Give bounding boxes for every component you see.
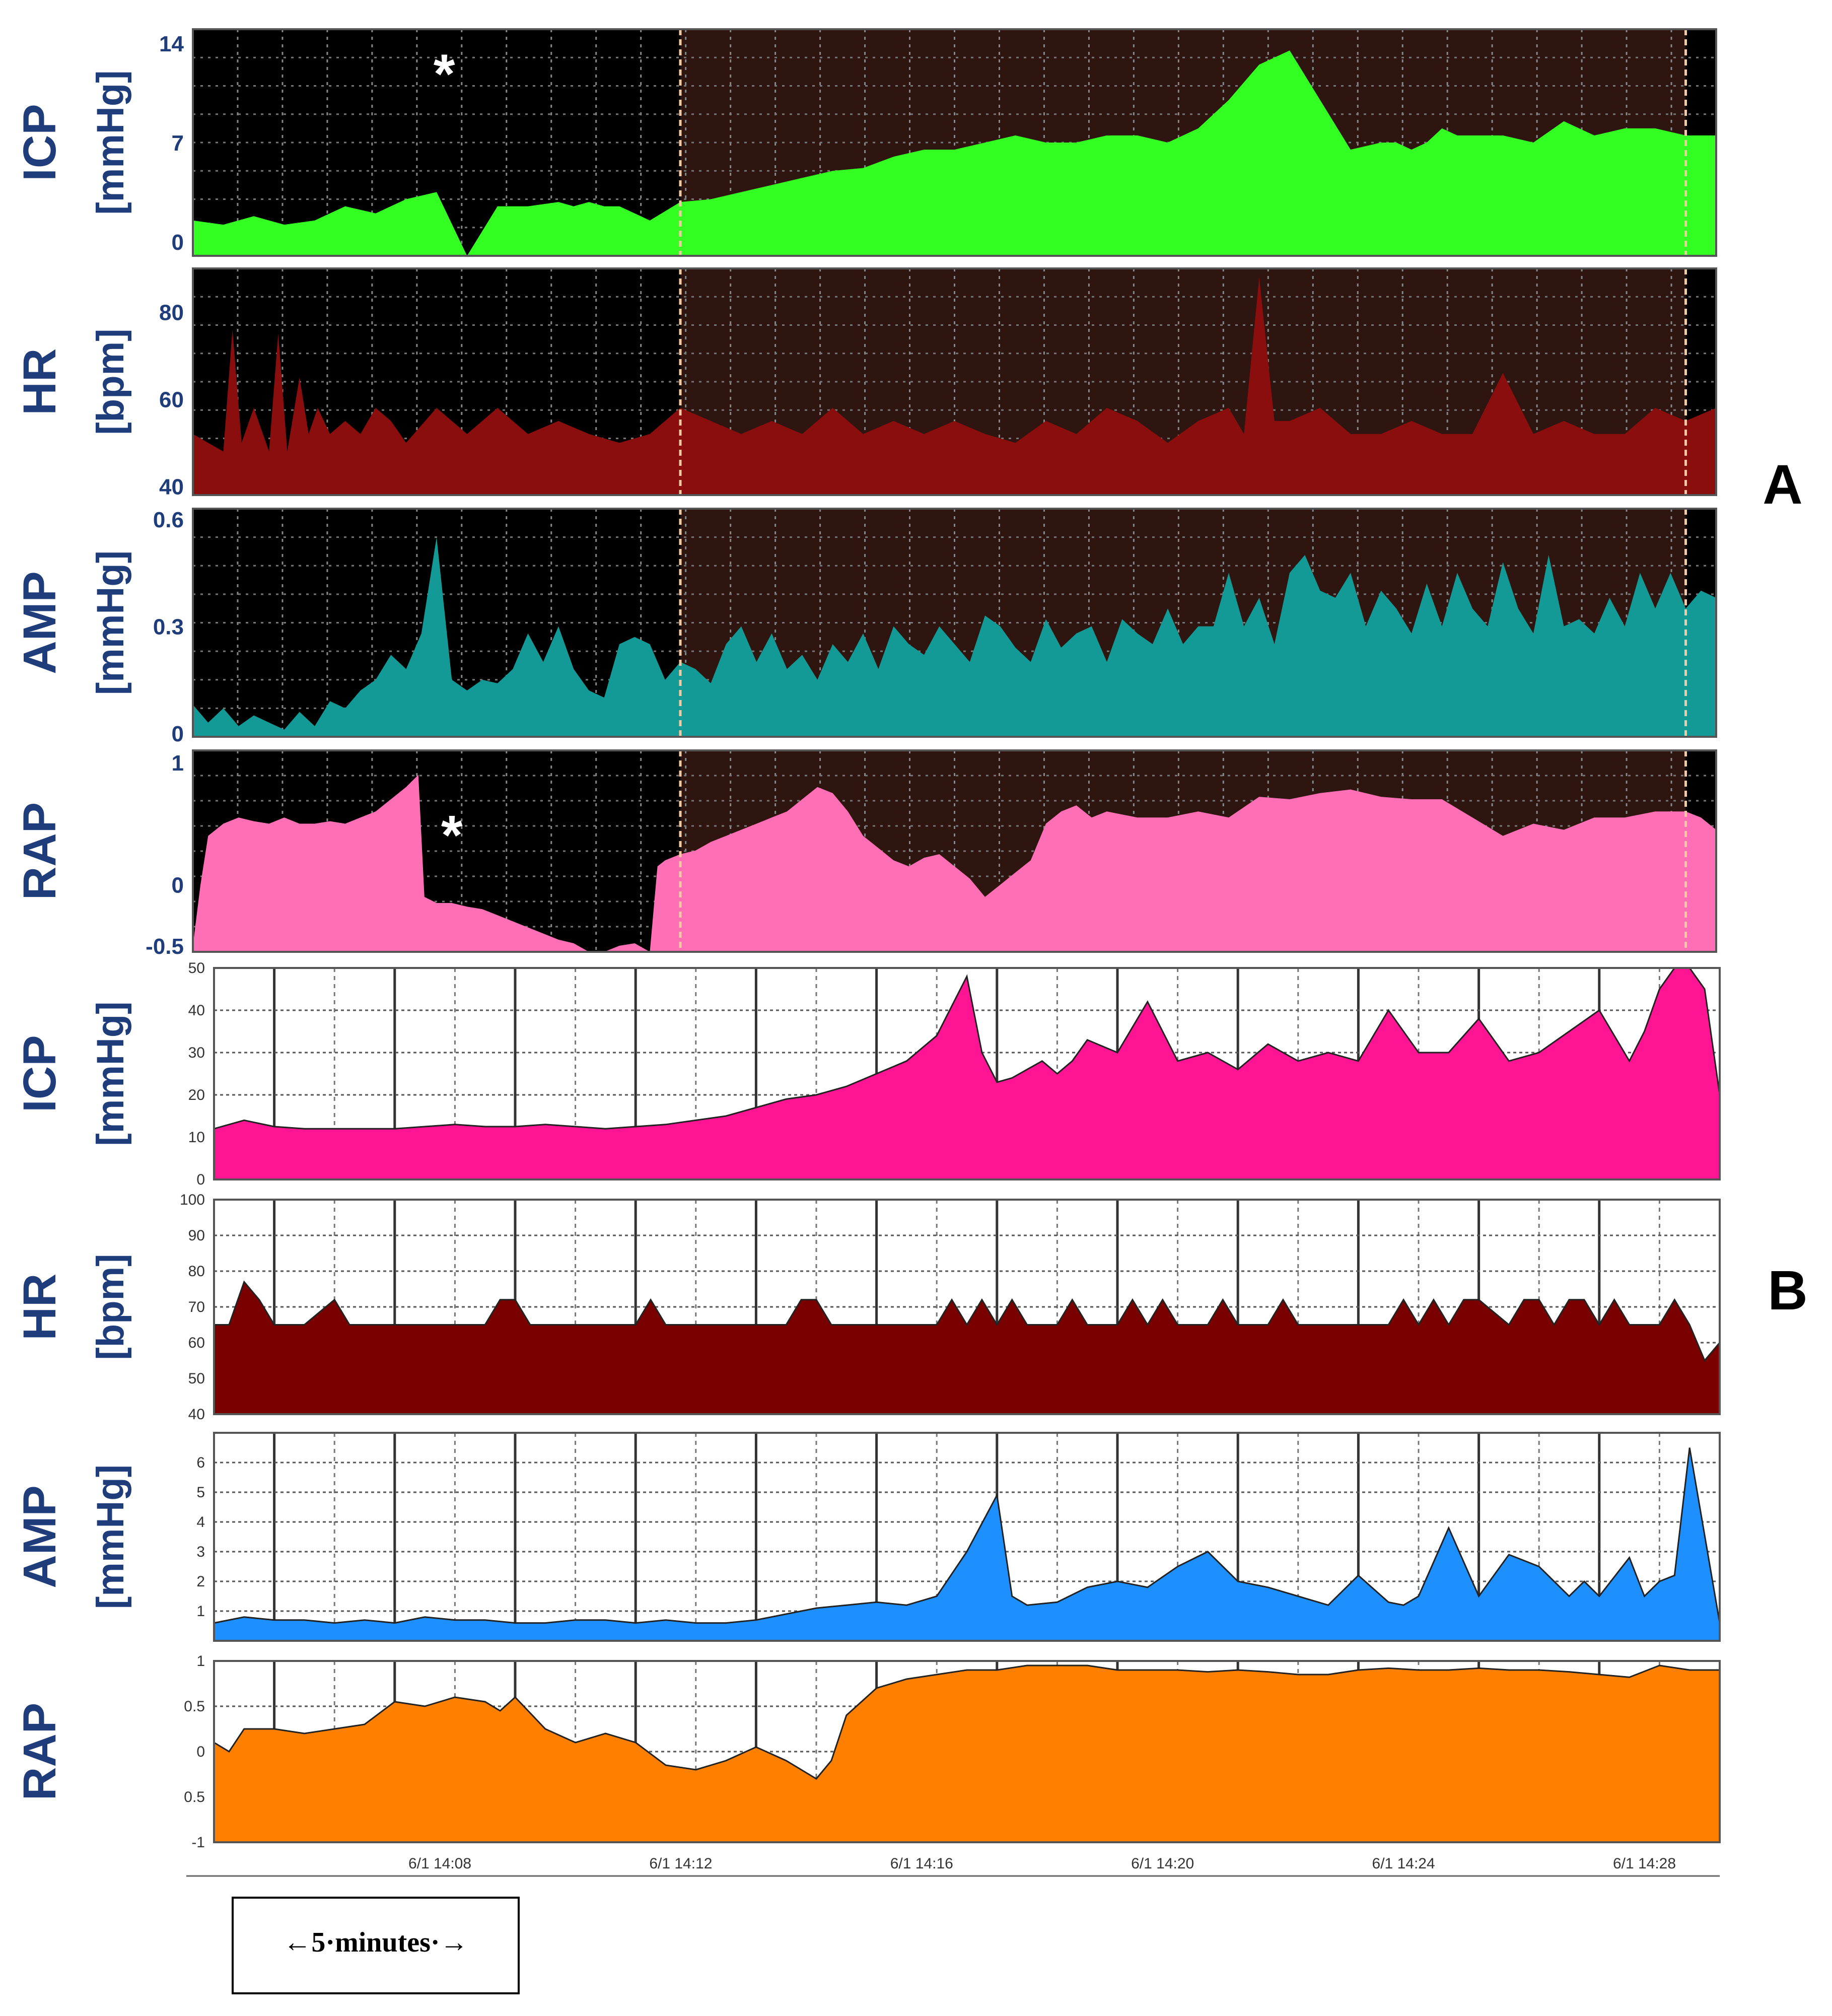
chart-a-hr: 40 60 80 HR [bpm] [14,267,1717,500]
chart-a-icp: 0 7 14 ICP [mmHg] [14,28,1717,257]
annotation-asterisk: * [434,43,455,105]
chart-b-hr: 40 50 60 70 80 90 100 HR [bpm] [14,1192,1721,1423]
series-area-a-rap [193,775,1716,952]
plot-frame [213,1432,1721,1642]
series-area-b-rap [213,1664,1721,1843]
chart-a-amp: 0 0.3 0.6 AMP [mmHg] [14,508,1717,746]
y-tick-label: 30 [188,1045,205,1061]
time-tick-label: 6/1 14:20 [1131,1855,1194,1872]
time-tick-label: 6/1 14:24 [1372,1855,1435,1872]
y-axis-title-b-rap: RAP [14,1703,65,1800]
y-tick-label: 80 [188,1263,205,1280]
plot-frame [192,749,1717,953]
y-axis-unit-b-amp: [mmHg] [89,1465,132,1609]
y-tick-label: 1 [196,1603,205,1620]
y-axis-title-b-amp: AMP [14,1485,65,1588]
series-area-b-icp [213,967,1721,1180]
plot-frame [192,28,1717,257]
y-tick-label: 0 [196,1171,205,1188]
chart-b-icp: 0 10 20 30 40 50 ICP [mmHg] [14,960,1721,1188]
series-area-b-hr [213,1280,1721,1415]
y-axis-unit-b-icp: [mmHg] [89,1001,132,1146]
y-tick-label: 1 [172,751,184,776]
y-tick-label: 1 [196,1653,205,1670]
y-axis-unit-a-icp: [mmHg] [89,70,132,215]
time-tick-label: 6/1 14:28 [1613,1855,1676,1872]
y-tick-label: 80 [159,301,184,325]
y-tick-label: 50 [188,960,205,977]
y-tick-label: -0.5 [146,934,184,959]
time-tick-label: 6/1 14:16 [890,1855,953,1872]
scale-bar: ←5·minutes·→ [232,1897,520,1994]
y-tick-label: 5 [196,1484,205,1501]
y-tick-label: 6 [196,1454,205,1471]
y-tick-label: 4 [196,1514,205,1531]
plot-frame [192,508,1717,738]
y-axis-title-b-hr: HR [14,1274,65,1341]
y-tick-label: 100 [180,1192,205,1208]
y-axis-title-a-rap: RAP [14,802,65,900]
series-area-a-hr [193,277,1716,495]
time-tick-label: 6/1 14:12 [649,1855,712,1872]
y-tick-label: 0.3 [153,615,184,640]
y-tick-label: 20 [188,1087,205,1103]
y-tick-label: 70 [188,1299,205,1315]
y-tick-label: 60 [159,388,184,412]
y-tick-label: 0.5 [184,1698,205,1715]
y-tick-label: 3 [196,1544,205,1560]
scale-bar-label: ←5·minutes·→ [283,1927,468,1958]
time-tick-label: 6/1 14:08 [408,1855,471,1872]
y-axis-unit-b-hr: [bpm] [89,1254,132,1360]
y-axis-title-b-icp: ICP [14,1035,65,1112]
y-tick-label: 90 [188,1227,205,1244]
chart-b-rap: -1 0.5 0 0.5 1 RAP [14,1653,1721,1851]
plot-frame [213,1199,1721,1415]
chart-b-amp: 1 2 3 4 5 6 AMP [mmHg] [14,1432,1721,1642]
plot-frame [213,1660,1721,1843]
scale-bar-box [232,1897,520,1994]
y-tick-label: 0 [172,230,184,255]
y-tick-label: 40 [188,1002,205,1019]
chart-a-rap: -0.5 0 1 RAP [14,749,1717,959]
y-axis-title-a-icp: ICP [14,104,65,181]
annotation-asterisk: * [441,804,463,866]
y-tick-label: 60 [188,1335,205,1351]
y-tick-label: 14 [159,32,184,56]
panel-label-a: A [1763,454,1802,516]
y-tick-label: 40 [188,1406,205,1423]
y-tick-label: 0 [172,722,184,746]
y-tick-label: 2 [196,1573,205,1590]
y-tick-label: 0.6 [153,508,184,532]
y-axis-title-a-amp: AMP [14,571,65,674]
series-area-a-amp [193,537,1716,737]
y-tick-label: 10 [188,1129,205,1146]
plot-frame [192,267,1717,496]
y-tick-label: 7 [172,131,184,156]
y-axis-unit-a-hr: [bpm] [89,328,132,435]
y-tick-label: 0 [196,1744,205,1760]
plot-frame [213,967,1721,1180]
series-area-a-icp [193,50,1716,256]
y-axis-title-a-hr: HR [14,349,65,415]
time-axis: 6/1 14:08 6/1 14:12 6/1 14:16 6/1 14:20 6/1 … [186,1855,1720,1877]
panel-label-b: B [1768,1260,1807,1322]
y-axis-unit-a-amp: [mmHg] [89,550,132,695]
series-area-b-amp [213,1447,1721,1642]
y-tick-label: 50 [188,1370,205,1387]
y-tick-label: 0.5 [184,1789,205,1805]
y-tick-label: 0 [172,873,184,898]
y-tick-label: 40 [159,475,184,500]
y-tick-label: -1 [191,1834,205,1851]
